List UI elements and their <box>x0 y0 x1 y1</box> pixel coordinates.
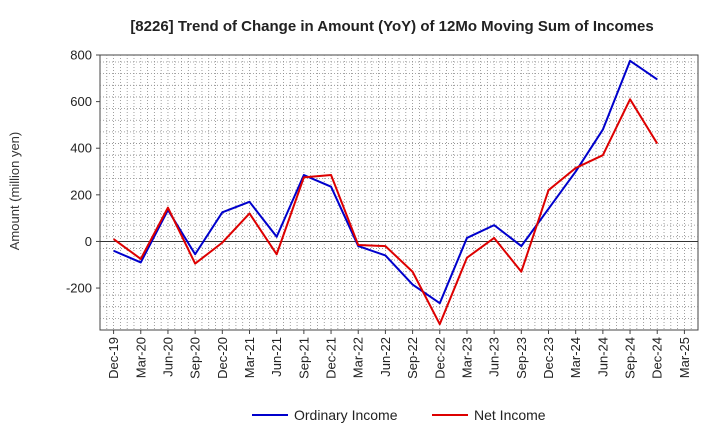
legend-item-ordinary-income: Ordinary Income <box>252 407 398 423</box>
series-line-net-income <box>113 98 659 326</box>
x-axis-ticks: Dec-19 Mar-20 Jun-20 Sep-20 Dec-20 Mar-21 Jun-… <box>106 330 692 379</box>
y-tick-label: 600 <box>70 94 92 109</box>
x-tick-label: Dec-19 <box>106 337 121 379</box>
x-tick-label: Jun-23 <box>487 337 502 377</box>
y-axis-label: Amount (million yen) <box>7 132 22 251</box>
x-tick-label: Sep-23 <box>514 337 529 379</box>
y-axis-ticks: -200 0 200 400 600 800 <box>66 48 100 296</box>
x-tick-label: Jun-21 <box>269 337 284 377</box>
x-tick-label: Dec-24 <box>650 337 665 379</box>
grid-lines <box>100 55 698 330</box>
x-tick-label: Sep-20 <box>188 337 203 379</box>
x-tick-label: Dec-22 <box>432 337 447 379</box>
plot-area <box>99 54 699 331</box>
x-tick-label: Sep-21 <box>296 337 311 379</box>
x-tick-label: Mar-22 <box>351 337 366 378</box>
chart-title: [8226] Trend of Change in Amount (YoY) o… <box>130 18 653 35</box>
y-tick-label: 200 <box>70 187 92 202</box>
y-tick-label: 800 <box>70 48 92 63</box>
x-tick-label: Dec-23 <box>541 337 556 379</box>
x-tick-label: Jun-24 <box>595 337 610 377</box>
legend: Ordinary Income Net Income <box>252 407 546 423</box>
legend-label: Ordinary Income <box>294 407 398 423</box>
x-tick-label: Dec-21 <box>324 337 339 379</box>
x-tick-label: Mar-24 <box>568 337 583 378</box>
series-line-ordinary-income <box>113 59 658 305</box>
x-tick-label: Jun-20 <box>160 337 175 377</box>
x-tick-label: Sep-22 <box>405 337 420 379</box>
y-tick-label: 400 <box>70 141 92 156</box>
series-lines <box>113 59 659 326</box>
legend-label: Net Income <box>474 407 546 423</box>
y-tick-label: 0 <box>85 234 92 249</box>
y-tick-label: -200 <box>66 281 92 296</box>
x-tick-label: Mar-23 <box>459 337 474 378</box>
x-tick-label: Dec-20 <box>215 337 230 379</box>
x-tick-label: Mar-25 <box>677 337 692 378</box>
x-tick-label: Sep-24 <box>623 337 638 379</box>
legend-item-net-income: Net Income <box>432 407 546 423</box>
x-tick-label: Mar-20 <box>133 337 148 378</box>
x-tick-label: Mar-21 <box>242 337 257 378</box>
x-tick-label: Jun-22 <box>378 337 393 377</box>
